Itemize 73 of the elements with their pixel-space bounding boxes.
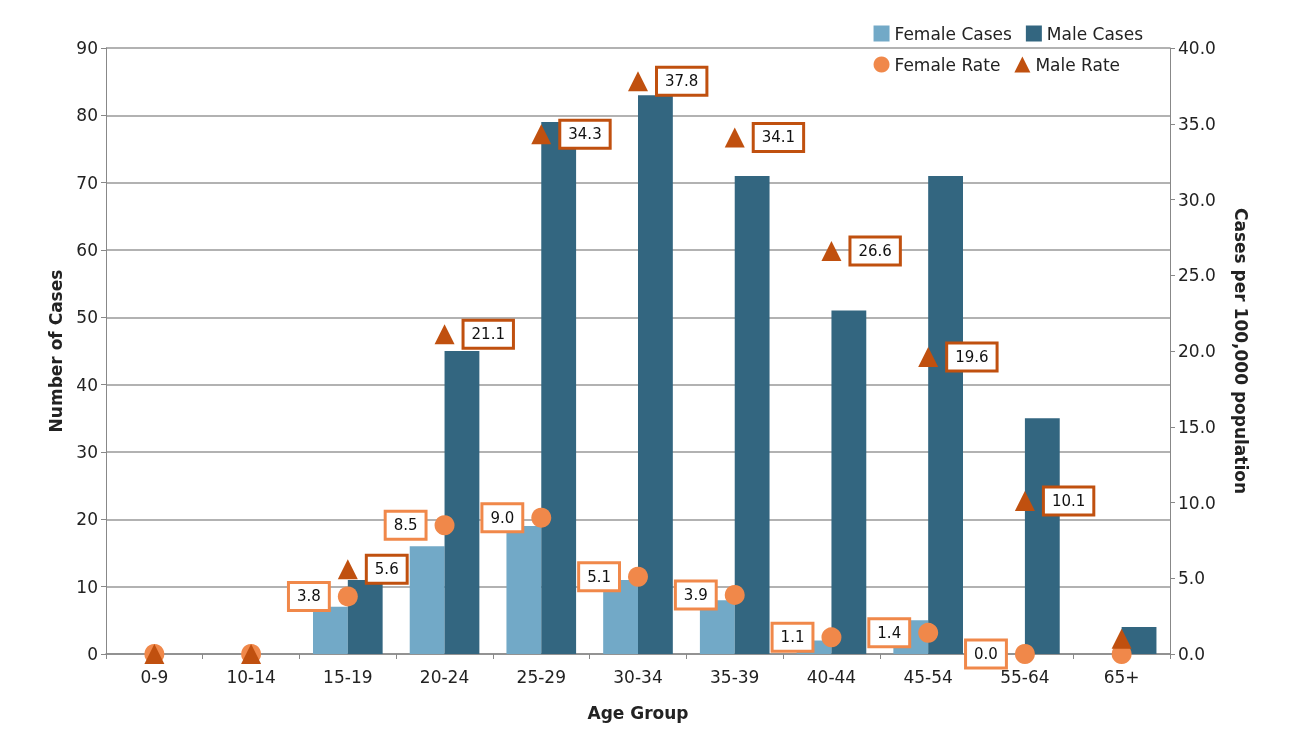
data-label: 21.1	[471, 325, 505, 344]
x-tick-label: 0-9	[140, 666, 169, 687]
x-tick-label: 20-24	[419, 666, 470, 687]
data-label: 0.0	[974, 645, 998, 663]
data-label: 26.6	[858, 242, 892, 261]
point	[821, 241, 842, 262]
y-tick-label: 90	[76, 38, 98, 58]
y2-tick-label: 15.0	[1178, 416, 1216, 437]
point	[724, 127, 745, 148]
point	[434, 324, 455, 345]
data-label: 37.8	[665, 72, 699, 91]
x-tick-label: 40-44	[806, 666, 857, 687]
point	[918, 347, 939, 368]
x-tick-label: 25-29	[516, 666, 566, 687]
y2-tick-label: 0.0	[1178, 644, 1206, 664]
x-tick-label: 30-34	[613, 666, 663, 687]
point	[1111, 628, 1132, 649]
data-label: 5.6	[374, 560, 399, 579]
y-tick-label: 40	[76, 374, 98, 395]
legend-label: Female Rate	[894, 54, 1001, 75]
bar	[734, 175, 770, 654]
point	[724, 584, 745, 605]
data-label: 3.9	[683, 585, 708, 604]
y-tick-label: 50	[76, 307, 98, 328]
y-tick-label: 60	[76, 240, 98, 260]
y-tick-label: 20	[76, 509, 98, 530]
point	[821, 627, 842, 648]
y-tick-label: 0	[87, 644, 98, 664]
point	[628, 566, 648, 587]
y2-tick-label: 40.0	[1178, 38, 1216, 58]
x-tick-label: 65+	[1103, 666, 1140, 687]
data-label: 19.6	[955, 348, 989, 367]
data-label: 5.1	[587, 567, 611, 586]
data-label: 34.3	[568, 125, 602, 144]
point	[434, 515, 455, 536]
y-tick-label: 80	[76, 105, 98, 126]
point	[337, 559, 358, 580]
y-tick-label: 70	[76, 172, 98, 193]
legend-label: Male Rate	[1035, 54, 1121, 75]
y2-tick-label: 25.0	[1178, 265, 1216, 286]
data-label: 3.8	[296, 587, 321, 606]
bar	[409, 546, 445, 654]
x-tick-label: 15-19	[323, 666, 373, 687]
x-tick-label: 10-14	[226, 666, 276, 687]
x-tick-label: 55-64	[1000, 666, 1050, 687]
y-axis-title: Number of Cases	[45, 269, 66, 433]
point	[531, 124, 552, 145]
point	[531, 507, 552, 528]
point	[1014, 644, 1035, 664]
y-tick-label: 30	[76, 442, 98, 462]
y2-tick-label: 10.0	[1178, 492, 1216, 513]
point	[1014, 490, 1035, 511]
bar	[831, 310, 867, 654]
y2-tick-label: 35.0	[1178, 113, 1216, 134]
y2-axis-title: Cases per 100,000 population	[1230, 207, 1251, 495]
data-label: 1.1	[780, 628, 805, 647]
legend-label: Male Cases	[1046, 23, 1144, 44]
data-label: 8.5	[393, 516, 418, 535]
data-label: 34.1	[761, 128, 796, 147]
data-label: 1.4	[877, 623, 902, 642]
legend-label: Female Cases	[894, 23, 1013, 44]
data-label: 9.0	[490, 508, 515, 527]
point	[628, 71, 648, 92]
y2-tick-label: 20.0	[1178, 341, 1216, 361]
y2-tick-label: 5.0	[1178, 568, 1206, 589]
y-tick-label: 10	[76, 576, 98, 597]
point	[918, 622, 939, 643]
x-tick-label: 35-39	[710, 666, 760, 687]
point	[337, 586, 358, 607]
data-label: 10.1	[1051, 491, 1086, 510]
x-tick-label: 45-54	[903, 666, 953, 687]
y2-tick-label: 30.0	[1178, 189, 1216, 210]
x-axis-title: Age Group	[587, 702, 689, 723]
